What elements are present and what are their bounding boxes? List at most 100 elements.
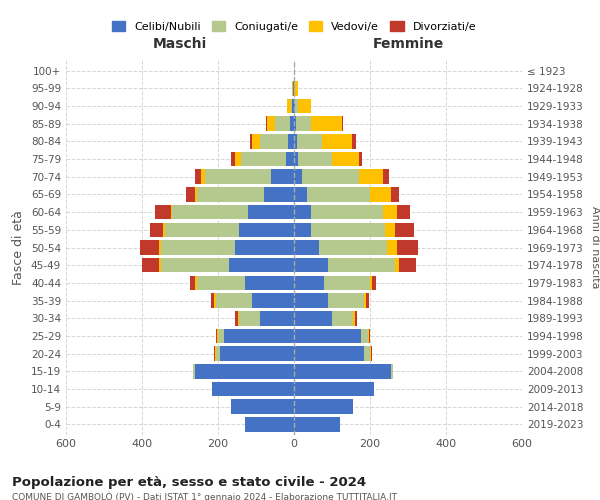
Bar — [385, 222, 395, 237]
Bar — [172, 205, 248, 220]
Bar — [195, 170, 201, 184]
Bar — [197, 276, 245, 290]
Bar — [294, 346, 364, 361]
Bar — [372, 276, 376, 290]
Bar — [302, 170, 359, 184]
Bar — [186, 187, 195, 202]
Bar — [250, 134, 252, 148]
Bar — [211, 294, 214, 308]
Bar — [216, 294, 252, 308]
Bar — [397, 205, 410, 220]
Bar — [245, 276, 294, 290]
Bar — [245, 417, 294, 432]
Bar — [159, 258, 161, 272]
Bar — [369, 328, 370, 343]
Bar — [163, 222, 165, 237]
Bar — [292, 81, 293, 96]
Bar — [295, 98, 298, 113]
Bar — [328, 294, 364, 308]
Y-axis label: Anni di nascita: Anni di nascita — [590, 206, 600, 289]
Bar — [294, 116, 296, 131]
Y-axis label: Fasce di età: Fasce di età — [13, 210, 25, 285]
Bar — [325, 276, 370, 290]
Bar — [387, 240, 397, 255]
Bar — [353, 311, 355, 326]
Bar — [224, 328, 294, 343]
Bar — [294, 240, 319, 255]
Text: COMUNE DI GAMBOLÒ (PV) - Dati ISTAT 1° gennaio 2024 - Elaborazione TUTTITALIA.IT: COMUNE DI GAMBOLÒ (PV) - Dati ISTAT 1° g… — [12, 491, 397, 500]
Bar — [292, 98, 294, 113]
Bar — [161, 240, 235, 255]
Bar — [366, 294, 369, 308]
Bar — [232, 152, 235, 166]
Bar — [205, 170, 271, 184]
Bar — [294, 152, 298, 166]
Bar — [294, 187, 307, 202]
Bar — [352, 134, 356, 148]
Text: Popolazione per età, sesso e stato civile - 2024: Popolazione per età, sesso e stato civil… — [12, 476, 366, 489]
Bar — [395, 222, 414, 237]
Bar — [294, 205, 311, 220]
Bar — [218, 328, 224, 343]
Bar — [328, 258, 395, 272]
Bar — [391, 364, 393, 378]
Bar — [391, 187, 398, 202]
Bar — [383, 205, 397, 220]
Bar — [371, 346, 372, 361]
Bar — [397, 240, 418, 255]
Bar — [294, 98, 295, 113]
Bar — [214, 346, 215, 361]
Bar — [290, 116, 294, 131]
Bar — [294, 222, 311, 237]
Bar — [355, 311, 356, 326]
Bar — [295, 81, 298, 96]
Bar — [142, 258, 159, 272]
Bar — [217, 328, 218, 343]
Bar — [235, 240, 294, 255]
Bar — [290, 98, 292, 113]
Bar — [161, 258, 229, 272]
Bar — [214, 294, 216, 308]
Bar — [294, 382, 374, 396]
Bar — [195, 364, 294, 378]
Bar — [238, 311, 239, 326]
Bar — [298, 98, 311, 113]
Bar — [159, 240, 161, 255]
Bar — [368, 328, 369, 343]
Bar — [364, 294, 366, 308]
Bar — [155, 205, 170, 220]
Text: Femmine: Femmine — [373, 37, 443, 51]
Bar — [364, 346, 370, 361]
Bar — [359, 152, 362, 166]
Bar — [140, 240, 159, 255]
Bar — [215, 346, 216, 361]
Bar — [370, 346, 371, 361]
Bar — [165, 222, 239, 237]
Bar — [239, 311, 260, 326]
Bar — [298, 152, 332, 166]
Bar — [398, 258, 416, 272]
Bar — [383, 170, 389, 184]
Bar — [359, 170, 383, 184]
Bar — [265, 116, 268, 131]
Bar — [286, 152, 294, 166]
Bar — [294, 400, 353, 414]
Text: Maschi: Maschi — [153, 37, 207, 51]
Bar — [252, 294, 294, 308]
Bar — [361, 328, 368, 343]
Bar — [212, 382, 294, 396]
Bar — [239, 222, 294, 237]
Bar — [193, 364, 195, 378]
Bar — [294, 328, 361, 343]
Bar — [216, 328, 217, 343]
Bar — [319, 240, 387, 255]
Bar — [248, 205, 294, 220]
Bar — [252, 134, 260, 148]
Bar — [294, 170, 302, 184]
Bar — [220, 346, 294, 361]
Bar — [263, 187, 294, 202]
Bar — [294, 276, 325, 290]
Bar — [201, 170, 205, 184]
Bar — [294, 364, 391, 378]
Bar — [260, 134, 289, 148]
